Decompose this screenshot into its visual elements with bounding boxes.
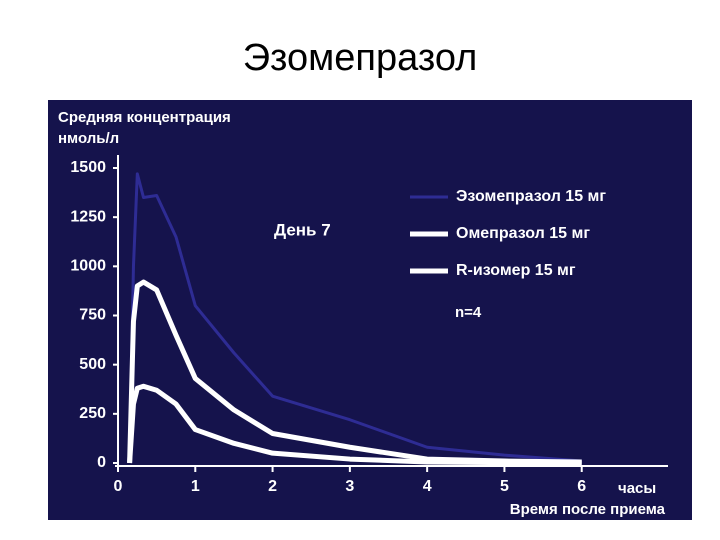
- series-line: [127, 383, 582, 466]
- y-tick-label: 1500: [70, 159, 106, 176]
- x-axis-label: Время после приема: [510, 501, 666, 518]
- legend-label: Эзомепразол 15 мг: [456, 188, 606, 205]
- y-tick-label: 0: [97, 454, 106, 471]
- legend-label: R-изомер 15 мг: [456, 262, 576, 279]
- chart-panel: [48, 100, 692, 520]
- y-axis-label: Средняя концентрация: [58, 109, 231, 126]
- annotation: День 7: [274, 220, 331, 239]
- x-tick-label: 5: [500, 478, 509, 495]
- x-tick-label: 0: [114, 478, 123, 495]
- y-tick-label: 500: [79, 356, 106, 373]
- series-line: [127, 279, 582, 465]
- x-tick-label: 1: [191, 478, 200, 495]
- x-tick-label: 2: [268, 478, 277, 495]
- annotation: n=4: [455, 304, 482, 321]
- x-tick-label: 4: [423, 478, 432, 495]
- y-tick-label: 250: [79, 405, 106, 422]
- y-tick-label: 1250: [70, 208, 106, 225]
- y-tick-label: 750: [79, 307, 106, 324]
- y-axis-label: нмоль/л: [58, 130, 119, 147]
- slide-title: Эзомепразол: [243, 37, 478, 79]
- y-tick-label: 1000: [70, 258, 106, 275]
- x-tick-label: 3: [345, 478, 354, 495]
- x-unit-label: часы: [618, 480, 656, 497]
- legend-label: Омепразол 15 мг: [456, 225, 590, 242]
- series-line: [128, 172, 582, 464]
- x-tick-label: 6: [577, 478, 586, 495]
